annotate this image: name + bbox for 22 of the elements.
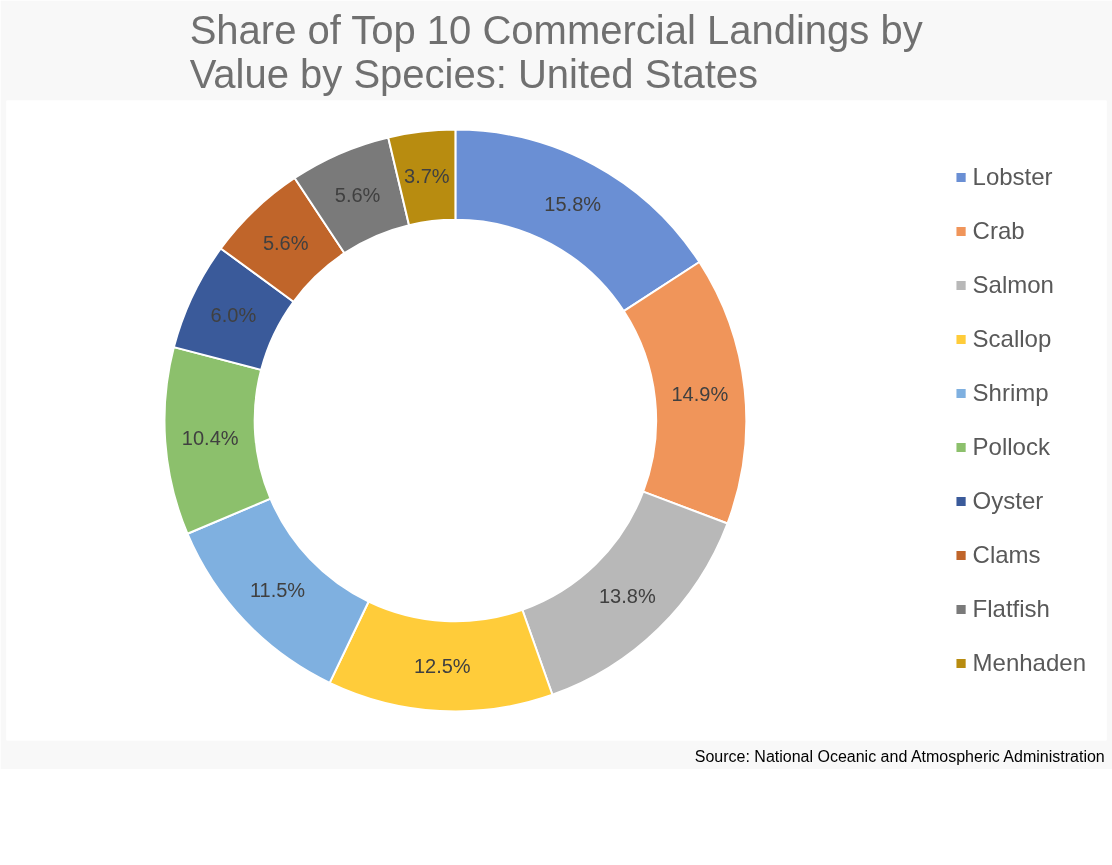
data-label: 13.8% [598,585,656,608]
legend-label: Crab [972,217,1025,245]
data-label: 11.5% [249,579,306,602]
source-note: Source: National Oceanic and Atmospheric Administration [694,747,1105,765]
data-label: 5.6% [262,231,309,254]
legend-label: Flatfish [972,595,1050,623]
data-label: 14.9% [671,383,729,406]
data-label: 6.0% [210,303,257,326]
legend-label: Clams [972,541,1041,569]
legend-label: Scallop [972,325,1052,353]
chart-title: Share of Top 10 Commercial Landings by Value by Species: United States [189,7,923,96]
legend-label: Pollock [972,433,1050,461]
data-label: 10.4% [181,427,239,450]
legend-label: Lobster [972,163,1053,191]
data-label: 5.6% [334,183,381,206]
legend-label: Menhaden [972,649,1086,677]
data-label: 15.8% [544,193,602,216]
legend-label: Oyster [972,487,1044,515]
data-label: 12.5% [413,654,471,677]
data-label: 3.7% [404,165,450,188]
legend-label: Shrimp [972,379,1049,407]
legend-label: Salmon [972,271,1054,299]
